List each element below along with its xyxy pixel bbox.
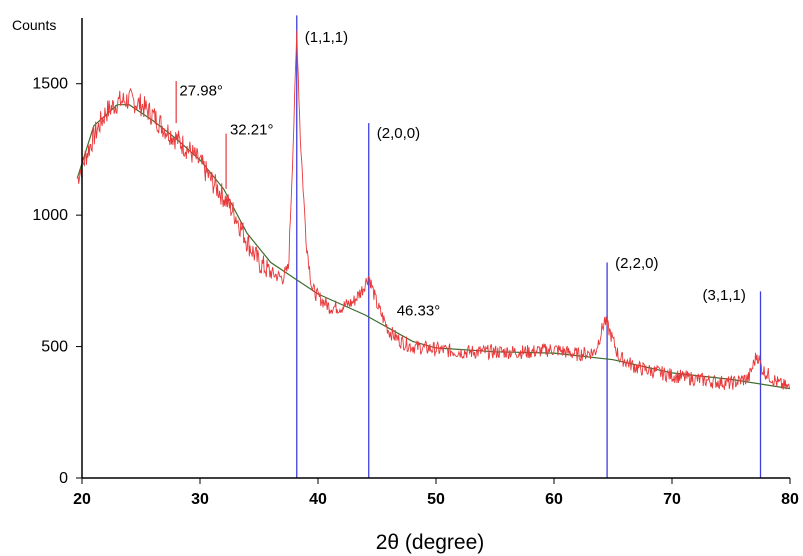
x-tick-label: 80: [781, 491, 799, 508]
y-tick-label: 0: [59, 470, 68, 487]
y-tick-label: 500: [41, 339, 68, 356]
annotations: 27.98° 32.21° 46.33°: [179, 82, 440, 319]
background-fit-line: [76, 104, 791, 390]
peak-annotation: 32.21°: [230, 121, 274, 138]
peak-annotation: 27.98°: [179, 82, 223, 99]
reference-line-label: (2,0,0): [377, 125, 420, 142]
pattern-group: [76, 30, 790, 390]
x-tick-label: 30: [191, 491, 209, 508]
reference-line-label: (1,1,1): [305, 29, 348, 46]
x-tick-label: 70: [663, 491, 681, 508]
pattern-line: [76, 30, 790, 390]
y-tick-label: 1000: [32, 207, 68, 224]
reference-line-label: (3,1,1): [703, 287, 746, 304]
labels: Counts 2θ (degree): [12, 17, 484, 554]
x-tick-label: 50: [427, 491, 445, 508]
x-tick-label: 20: [73, 491, 91, 508]
background-fit-group: [76, 104, 791, 390]
y-tick-label: 1500: [32, 76, 68, 93]
ticks: 20 30 40 50 60 70 80 0 500 1000 1500: [32, 76, 799, 508]
peak-annotation: 46.33°: [397, 302, 441, 319]
x-tick-label: 60: [545, 491, 563, 508]
x-axis-label: 2θ (degree): [376, 531, 485, 554]
reference-lines: (1,1,1) (2,0,0) (2,2,0) (3,1,1): [296, 15, 762, 478]
reference-line-label: (2,2,0): [615, 255, 658, 272]
y-axis-label: Counts: [12, 17, 56, 33]
x-tick-label: 40: [309, 491, 327, 508]
